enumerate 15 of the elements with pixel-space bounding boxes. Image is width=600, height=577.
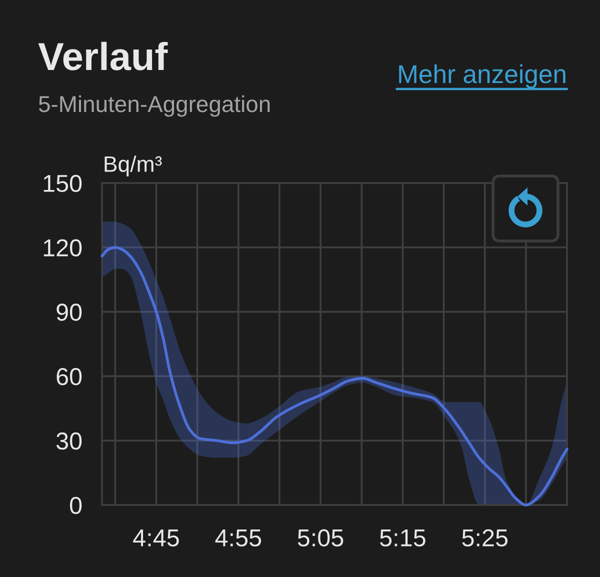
y-tick-label: 0 (70, 496, 82, 514)
x-tick-label: 5:15 (380, 530, 426, 546)
x-tick-label: 4:45 (133, 530, 179, 546)
y-tick-label: 90 (56, 304, 82, 321)
x-tick-label: 5:25 (462, 529, 508, 546)
x-tick-label: 4:55 (215, 530, 262, 546)
y-tick-label: 30 (56, 432, 82, 450)
y-tick-label: 120 (44, 239, 82, 256)
chart-subtitle: 5-Minuten-Aggregation (38, 95, 270, 117)
y-axis-title: Bq/m³ (104, 156, 162, 176)
y-tick-label: 60 (56, 368, 82, 386)
text: Mehr anzeigen (399, 64, 566, 88)
x-tick-label: 5:05 (298, 529, 344, 546)
chart-title: Verlauf (38, 42, 168, 70)
y-tick-label: 150 (44, 174, 82, 192)
